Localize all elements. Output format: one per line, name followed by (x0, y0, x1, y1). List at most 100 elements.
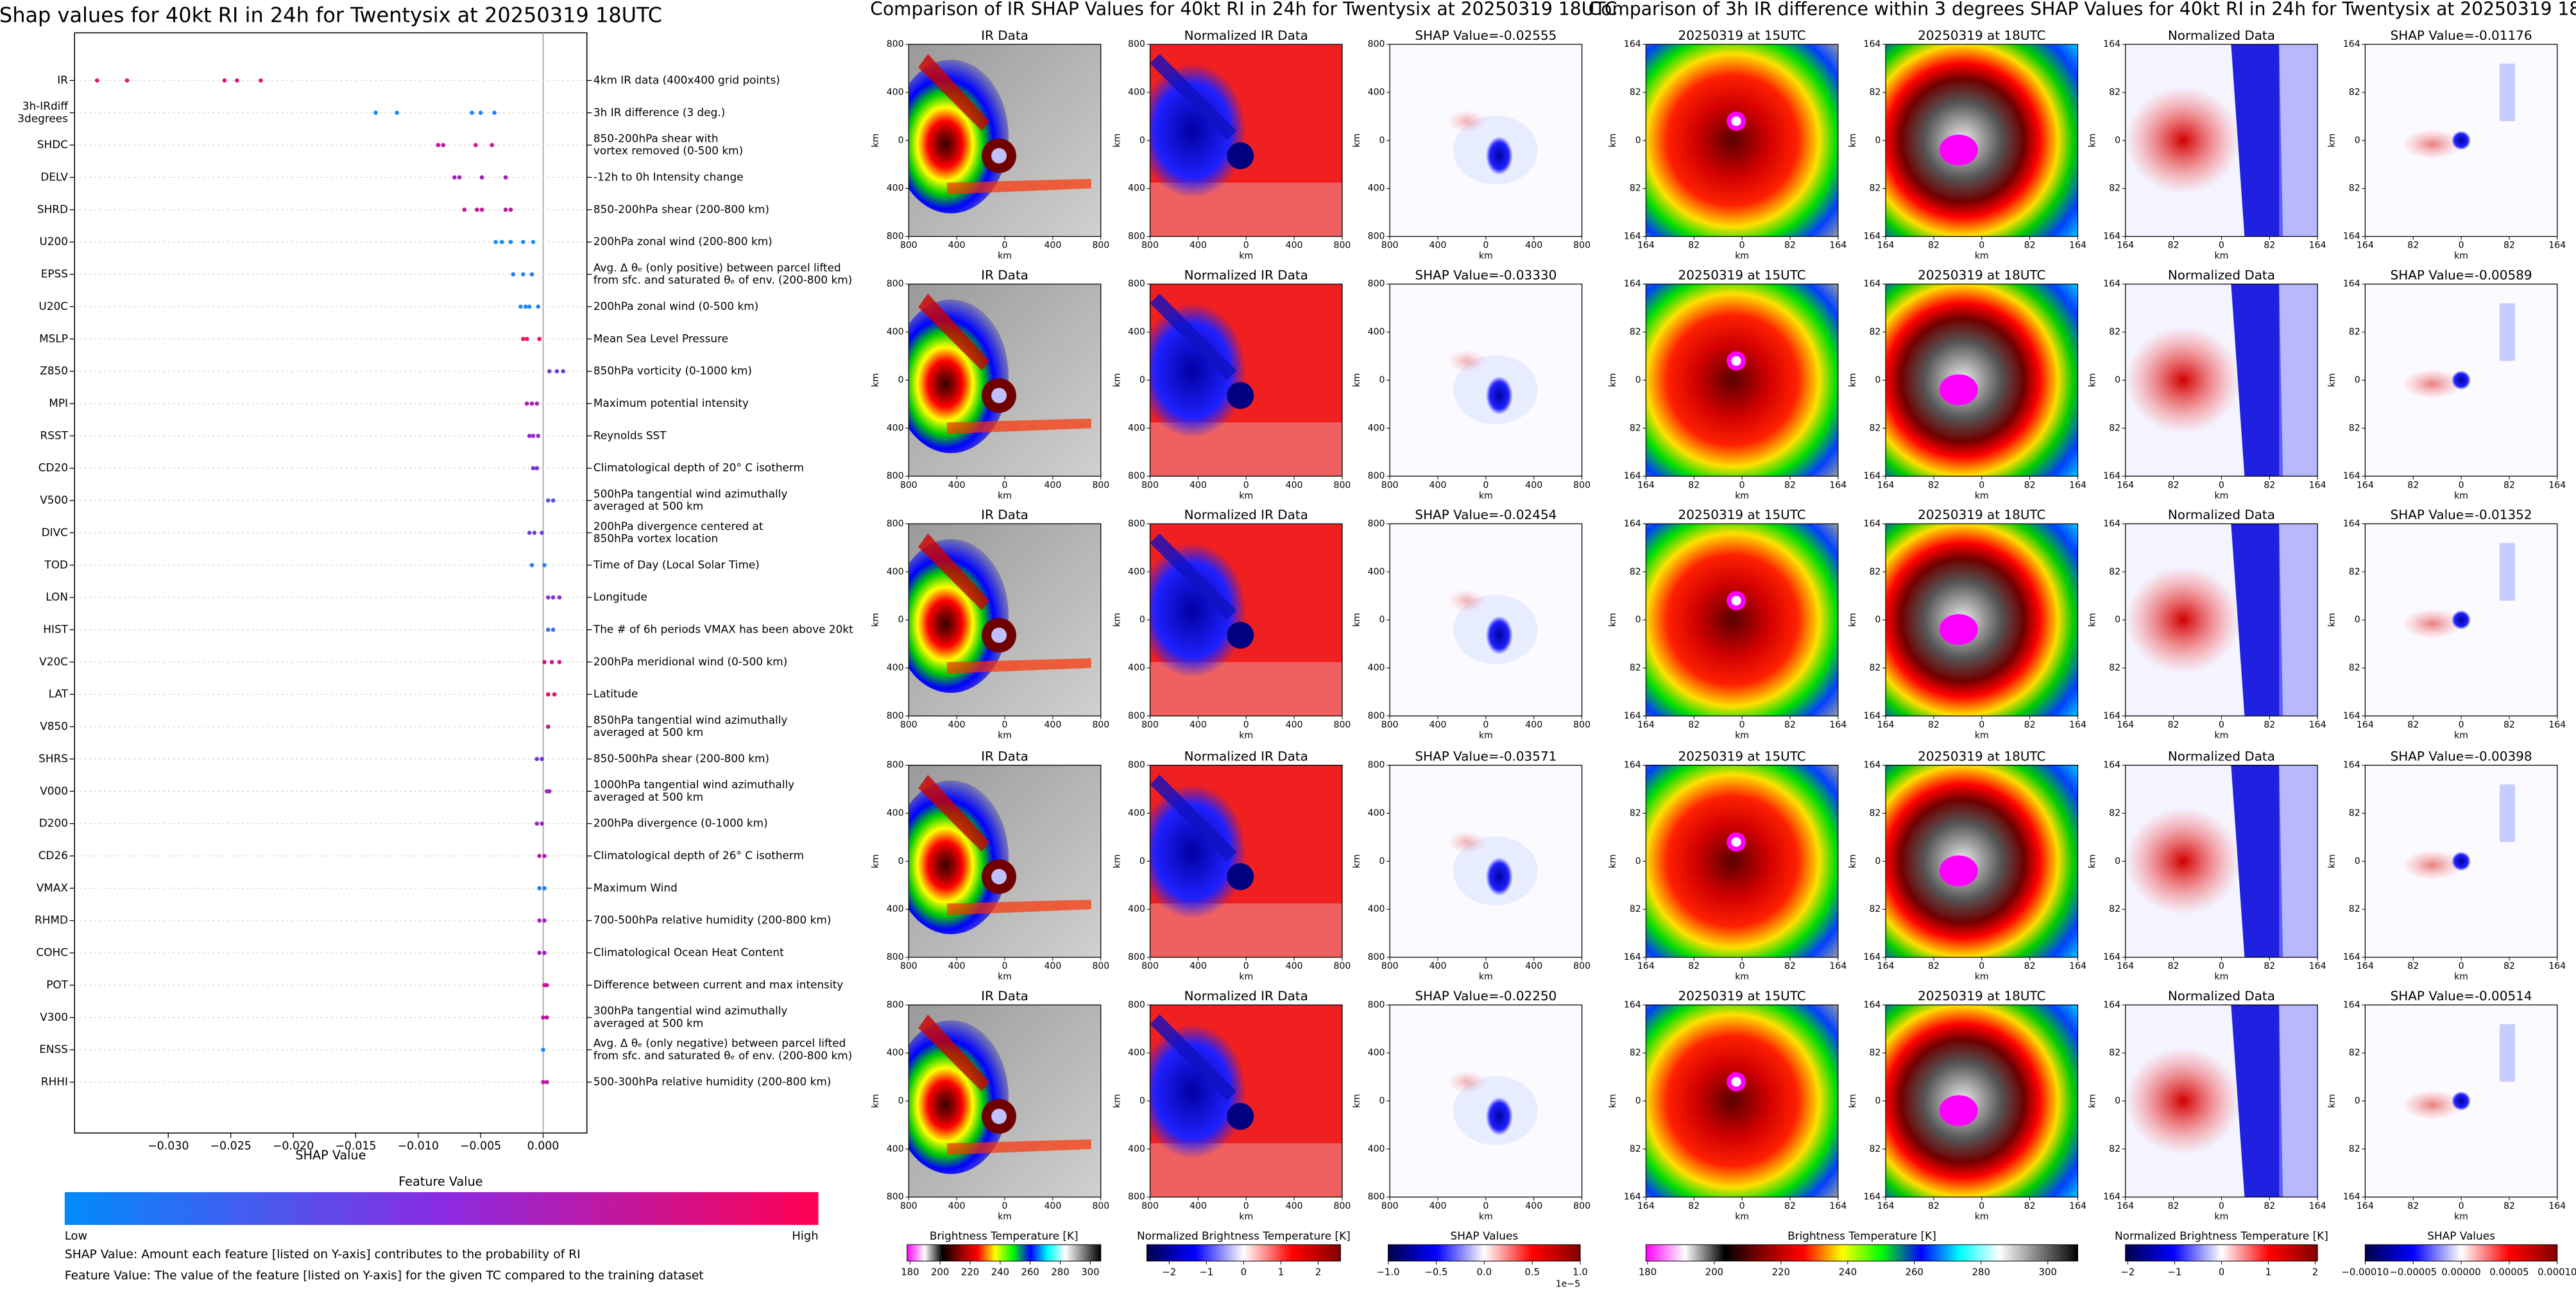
x-tick-label: 400 (1044, 241, 1061, 251)
feature-description: 3h IR difference (3 deg.) (593, 106, 725, 119)
y-axis-label: km (1112, 613, 1122, 627)
y-axis-label: km (1848, 1094, 1858, 1108)
note: Feature Value: The value of the feature … (65, 1269, 704, 1283)
y-tick-label: 400 (887, 1144, 904, 1154)
image-panel (1886, 765, 2078, 958)
x-axis-label: km (1479, 1211, 1493, 1222)
shap-point (527, 304, 532, 309)
x-axis-label: km (2215, 731, 2229, 741)
colorbar-tick-label: 1 (2265, 1267, 2271, 1277)
colorbar-tick-label: 200 (931, 1267, 949, 1277)
y-axis-label: km (2327, 613, 2337, 627)
y-tick-label: HIST (43, 623, 68, 636)
y-tick-label: 400 (1368, 1144, 1385, 1154)
y-axis-label: km (1608, 373, 1618, 388)
x-tick-label: 0 (1243, 480, 1249, 490)
feature-description: Difference between current and max inten… (593, 978, 843, 991)
panel-title: Normalized IR Data (1184, 28, 1308, 43)
feature-description: 850hPa vortex location (593, 532, 718, 545)
x-tick-label: 164 (1829, 241, 1847, 251)
y-tick-label: 164 (2103, 518, 2120, 529)
y-tick-label: 0 (2115, 135, 2120, 146)
shap-point (537, 336, 542, 341)
panel-title: SHAP Value=-0.01176 (2391, 28, 2532, 43)
x-tick-label: 82 (2407, 1201, 2419, 1211)
x-tick-label: 0 (1002, 1201, 1008, 1211)
shap-point (540, 821, 544, 826)
y-tick-label: 0 (1875, 615, 1881, 625)
colorbar-tick-label: 180 (901, 1267, 919, 1277)
x-tick-label: 164 (2069, 720, 2086, 730)
y-tick-label: U20C (38, 300, 68, 312)
colorbar-tick-label: 0.5 (1524, 1267, 1540, 1277)
x-tick-label: 800 (1092, 241, 1109, 251)
colorbar-tick-label: 1.0 (1573, 1267, 1588, 1277)
x-tick-label: 800 (1141, 1201, 1159, 1211)
x-axis-label: km (998, 491, 1012, 501)
image-panel (2365, 1005, 2557, 1197)
colorbar-tick-label: 300 (2039, 1267, 2057, 1277)
x-tick-label: 800 (1573, 1201, 1591, 1211)
feature-description: 300hPa tangential wind azimuthally (593, 1004, 787, 1017)
y-tick-label: 800 (1128, 39, 1145, 49)
feature-description: 200hPa divergence (0-1000 km) (593, 817, 768, 830)
y-tick-label: 800 (887, 760, 904, 771)
colorbar-tick-label: 220 (961, 1267, 979, 1277)
y-tick-label: 164 (2103, 1000, 2120, 1010)
y-tick-label: 164 (1624, 279, 1641, 289)
y-tick-label: SHDC (37, 138, 68, 151)
shap-point (529, 272, 534, 277)
shap-point (532, 531, 537, 535)
y-tick-label: 0 (898, 856, 904, 866)
x-tick-label: 164 (2309, 480, 2326, 490)
feature-description: Latitude (593, 687, 638, 700)
y-tick-label: 164 (2343, 518, 2360, 529)
shap-point (373, 110, 378, 115)
shap-point (508, 239, 513, 244)
x-tick-label: 82 (1928, 961, 1940, 971)
x-tick-label: 164 (2357, 1201, 2374, 1211)
y-axis-label: km (2088, 854, 2098, 868)
y-tick-label: 0 (1875, 1096, 1881, 1106)
y-tick-label: 164 (2343, 1000, 2360, 1010)
x-tick-label: 164 (2548, 720, 2566, 730)
colorbar-offset: 1e−5 (1556, 1279, 1580, 1289)
image-panel (908, 1005, 1101, 1197)
x-axis-label: km (1479, 491, 1493, 501)
shap-point (540, 531, 544, 535)
x-tick-label: 82 (2024, 720, 2036, 730)
shap-point (546, 692, 550, 697)
colorbar-tick-label: −0.5 (1424, 1267, 1447, 1277)
shap-point (545, 1080, 549, 1084)
x-tick-label: 82 (1784, 480, 1796, 490)
y-tick-label: 800 (887, 952, 904, 962)
y-tick-label: MPI (49, 397, 68, 409)
colorbar-title: Normalized Brightness Temperature [K] (2115, 1229, 2328, 1242)
y-tick-label: 82 (2349, 327, 2360, 337)
y-tick-label: 82 (1869, 904, 1881, 914)
x-tick-label: 82 (2168, 241, 2179, 251)
x-axis-label: km (2454, 251, 2468, 261)
image-panel (1886, 1005, 2078, 1197)
y-tick-label: 0 (1635, 1096, 1641, 1106)
x-tick-label: 400 (948, 241, 966, 251)
x-axis-label: km (2215, 251, 2229, 261)
y-tick-label: 82 (2349, 1048, 2360, 1058)
x-tick-label: 82 (2407, 241, 2419, 251)
image-panel (2125, 284, 2318, 477)
x-tick-label: 0.000 (527, 1140, 559, 1152)
shap-point (473, 142, 478, 148)
y-tick-label: 82 (1869, 87, 1881, 98)
x-tick-label: 400 (1525, 241, 1542, 251)
y-tick-label: 400 (887, 663, 904, 673)
x-axis-label: km (1735, 1211, 1749, 1222)
shap-point (508, 207, 513, 212)
x-axis-label: km (1479, 251, 1493, 261)
shap-point (529, 563, 534, 568)
x-tick-label: 400 (1429, 720, 1447, 730)
y-tick-label: 0 (1379, 135, 1385, 146)
y-tick-label: 0 (1635, 375, 1641, 385)
x-tick-label: 82 (1784, 1201, 1796, 1211)
shap-point (470, 110, 474, 115)
x-axis-label: km (1735, 972, 1749, 982)
